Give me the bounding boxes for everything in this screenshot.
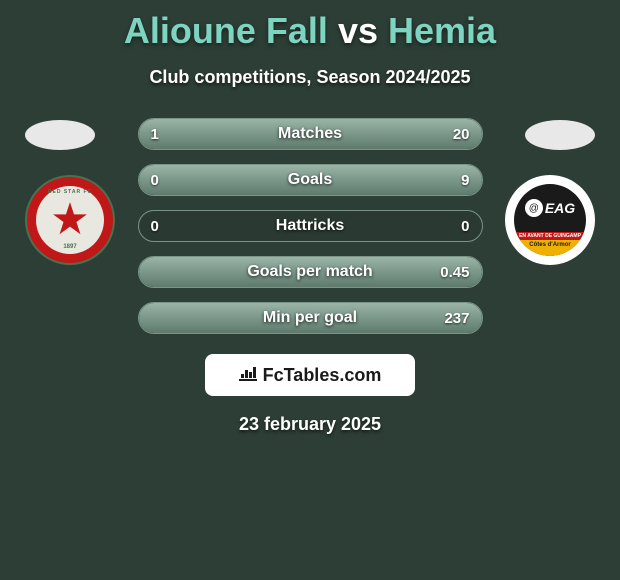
stat-right-value: 9 <box>461 172 469 189</box>
branding: FcTables.com <box>205 354 415 396</box>
stat-label: Goals <box>288 171 332 189</box>
stat-left-value: 0 <box>151 172 159 189</box>
stat-label: Goals per match <box>247 263 372 281</box>
title: Alioune Fall vs Hemia <box>0 10 620 52</box>
player2-name: Hemia <box>388 10 496 51</box>
stat-right-value: 237 <box>444 310 469 327</box>
chart-icon <box>239 365 257 386</box>
stat-left-value: 0 <box>151 218 159 235</box>
stat-label: Matches <box>278 125 342 143</box>
stat-row: Goals per match 0.45 <box>138 256 483 288</box>
stat-row: 1 Matches 20 <box>138 118 483 150</box>
stat-left-value: 1 <box>151 126 159 143</box>
stats-list: 1 Matches 20 0 Goals 9 0 Hattricks 0 Goals per ma… <box>138 118 483 334</box>
date: 23 february 2025 <box>0 414 620 435</box>
vs-text: vs <box>338 10 378 51</box>
stat-row: 0 Goals 9 <box>138 164 483 196</box>
subtitle: Club competitions, Season 2024/2025 <box>0 67 620 88</box>
stat-right-value: 0 <box>461 218 469 235</box>
comparison-card: Alioune Fall vs Hemia Club competitions,… <box>0 0 620 580</box>
stat-row: 0 Hattricks 0 <box>138 210 483 242</box>
stat-right-value: 0.45 <box>440 264 469 281</box>
stat-label: Min per goal <box>263 309 357 327</box>
stat-right-value: 20 <box>453 126 470 143</box>
branding-text: FcTables.com <box>263 365 382 386</box>
stat-label: Hattricks <box>276 217 344 235</box>
stat-row: Min per goal 237 <box>138 302 483 334</box>
player1-name: Alioune Fall <box>124 10 328 51</box>
